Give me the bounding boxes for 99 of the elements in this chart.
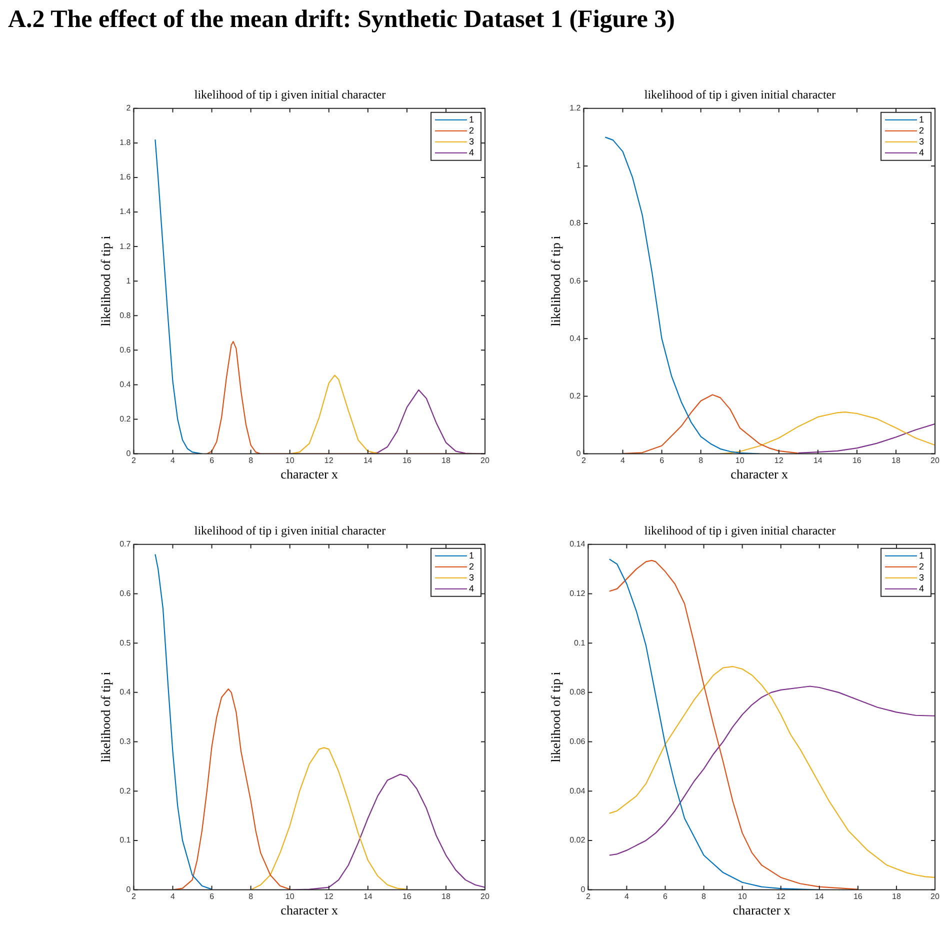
x-tick-label: 12 [776,892,786,901]
legend-label: 4 [919,583,924,594]
chart-title: likelihood of tip i given initial character [194,523,386,538]
y-tick-label: 1.4 [120,207,132,216]
y-axis-title: likelihood of tip i [98,671,114,762]
legend-label: 2 [469,561,474,572]
y-tick-label: 0.1 [120,836,132,845]
legend-label: 4 [919,147,924,158]
y-tick-label: 0.08 [570,688,586,697]
legend-label: 3 [469,136,474,146]
x-axis-title: character x [280,902,339,918]
legend-label: 1 [469,550,474,560]
x-tick-label: 4 [624,892,630,901]
chart-title: likelihood of tip i given initial character [644,523,836,538]
y-tick-label: 0.7 [120,540,132,549]
y-tick-label: 0.8 [120,310,132,320]
legend-label: 4 [469,583,474,594]
y-tick-label: 0.8 [570,218,582,228]
x-tick-label: 10 [285,456,295,465]
y-tick-label: 0.6 [120,588,132,598]
x-tick-label: 4 [620,456,626,465]
y-tick-label: 0.04 [570,786,586,796]
y-tick-label: 0.4 [570,334,582,343]
x-tick-label: 16 [402,456,412,465]
legend-label: 2 [919,561,924,572]
y-tick-label: 1 [126,276,132,286]
x-tick-label: 14 [814,892,824,901]
legend-label: 1 [919,550,924,560]
y-tick-label: 0.2 [570,391,582,400]
x-tick-label: 12 [324,456,334,465]
y-tick-label: 0 [576,449,582,458]
y-tick-label: 1.8 [120,138,132,148]
x-tick-label: 16 [853,892,863,901]
legend-label: 3 [919,572,924,582]
x-tick-label: 10 [738,892,748,901]
y-axis-title: likelihood of tip i [548,235,564,326]
chart-title: likelihood of tip i given initial character [194,87,386,102]
x-tick-label: 14 [363,892,373,901]
y-tick-label: 2 [126,104,132,113]
x-tick-label: 10 [285,892,295,901]
y-tick-label: 0.06 [570,736,586,746]
x-tick-label: 16 [402,892,412,901]
y-tick-label: 0.2 [120,786,132,796]
y-tick-label: 0 [126,885,132,894]
y-tick-label: 0 [126,449,132,458]
legend-label: 2 [919,125,924,136]
x-axis-title: character x [732,902,791,918]
x-tick-label: 14 [363,456,373,465]
x-tick-label: 6 [210,456,215,465]
x-tick-label: 8 [702,892,707,901]
x-tick-label: 20 [930,892,940,901]
x-tick-label: 8 [698,456,704,465]
x-tick-label: 6 [210,892,215,901]
y-axis-title: likelihood of tip i [98,235,114,326]
y-tick-label: 0.14 [570,540,586,549]
x-tick-label: 4 [170,456,176,465]
y-tick-label: 0.4 [120,380,132,389]
x-tick-label: 18 [892,892,902,901]
y-tick-label: 0.1 [574,638,586,648]
legend-label: 3 [919,136,924,146]
legend-label: 2 [469,125,474,136]
x-tick-label: 20 [480,456,490,465]
x-tick-label: 8 [248,892,254,901]
text: A.2 The effect of the mean drift: Synthetic Dataset 1 (Figure 3) [8,6,675,34]
x-tick-label: 18 [442,892,451,901]
y-tick-label: 1 [576,161,582,170]
y-tick-label: 0.12 [570,588,586,598]
legend-label: 3 [469,572,474,582]
x-axis-title: character x [280,466,339,482]
y-tick-label: 0.5 [120,638,132,648]
x-tick-label: 14 [813,456,823,465]
x-tick-label: 12 [324,892,334,901]
legend-label: 1 [469,114,474,124]
y-tick-label: 0.2 [120,414,132,424]
y-tick-label: 0.3 [120,736,132,746]
y-tick-label: 0.4 [120,688,132,697]
y-tick-label: 0.02 [570,836,586,845]
x-axis-title: character x [730,466,789,482]
x-tick-label: 20 [480,892,490,901]
x-tick-label: 8 [248,456,254,465]
y-tick-label: 1.6 [120,172,132,182]
x-tick-label: 6 [660,456,665,465]
legend-label: 1 [919,114,924,124]
x-tick-label: 6 [663,892,668,901]
y-tick-label: 1.2 [120,242,132,251]
chart-title: likelihood of tip i given initial character [644,87,836,102]
y-axis-title: likelihood of tip i [548,671,564,762]
x-tick-label: 20 [930,456,940,465]
x-tick-label: 18 [892,456,901,465]
x-tick-label: 10 [735,456,745,465]
x-tick-label: 4 [170,892,176,901]
y-tick-label: 0 [580,885,586,894]
y-tick-label: 0.6 [570,276,582,286]
y-tick-label: 0.6 [120,345,132,354]
y-tick-label: 1.2 [570,104,582,113]
x-tick-label: 16 [852,456,862,465]
x-tick-label: 12 [774,456,784,465]
legend-label: 4 [469,147,474,158]
x-tick-label: 18 [442,456,451,465]
